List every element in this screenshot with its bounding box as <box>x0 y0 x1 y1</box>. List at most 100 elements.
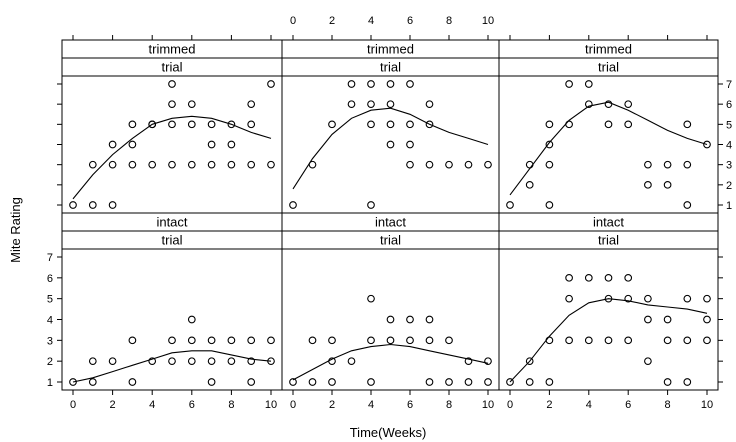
data-point <box>168 357 176 366</box>
data-point <box>464 160 473 169</box>
data-point <box>663 180 672 189</box>
data-point <box>227 160 236 169</box>
data-point <box>425 378 434 386</box>
data-point <box>247 120 256 129</box>
x-tick-label: 10 <box>265 399 277 411</box>
data-point <box>367 336 375 345</box>
data-point <box>247 357 256 366</box>
data-point <box>703 315 711 324</box>
data-point <box>445 336 453 345</box>
x-tick-label: 2 <box>329 399 335 411</box>
data-point <box>484 160 492 169</box>
strip-label: trial <box>598 233 619 248</box>
data-point <box>187 315 196 324</box>
y-tick-label: 4 <box>47 315 53 327</box>
panel-frame <box>498 248 719 391</box>
strip-label: trial <box>380 233 401 248</box>
data-point <box>148 160 157 169</box>
data-point <box>347 100 356 109</box>
data-point <box>644 315 652 324</box>
data-point <box>604 120 613 129</box>
panel-bottom-2: intact trial 0 2 4 6 8 10 <box>281 212 500 411</box>
smooth-curve <box>292 343 489 381</box>
data-point <box>69 378 77 386</box>
x-tick-label: 0 <box>70 399 76 411</box>
data-point <box>247 378 256 386</box>
data-point <box>168 80 176 88</box>
x-tick-label: 0 <box>507 399 513 411</box>
data-point <box>227 336 236 345</box>
data-point <box>406 120 414 129</box>
data-point <box>88 160 97 169</box>
data-point <box>624 336 633 345</box>
data-point <box>506 378 514 386</box>
data-point <box>267 357 275 366</box>
x-tick-label: 6 <box>189 399 195 411</box>
data-point <box>604 100 613 109</box>
data-point <box>386 315 395 324</box>
data-point <box>227 120 236 129</box>
data-point <box>683 120 692 129</box>
y-tick-label-right: 7 <box>726 79 732 91</box>
data-point <box>525 180 534 189</box>
data-point <box>406 336 414 345</box>
data-point <box>565 336 573 345</box>
x-tick-label-top: 0 <box>290 15 296 27</box>
data-point <box>445 160 453 169</box>
data-point <box>406 160 414 169</box>
data-point <box>565 294 573 303</box>
data-point <box>425 100 434 109</box>
data-point <box>328 378 336 386</box>
y-tick-label: 7 <box>47 252 53 264</box>
x-tick-label-top: 4 <box>368 15 374 27</box>
data-point <box>565 273 573 282</box>
strip-label: intact <box>156 215 187 230</box>
data-point <box>663 378 672 386</box>
data-point <box>168 336 176 345</box>
data-point <box>525 378 534 386</box>
data-point <box>207 336 216 345</box>
x-tick-label-top: 8 <box>446 15 452 27</box>
data-point <box>386 140 395 149</box>
data-point <box>584 273 593 282</box>
y-tick-label: 3 <box>47 335 53 347</box>
x-tick-label: 4 <box>149 399 155 411</box>
data-point <box>644 357 652 366</box>
y-tick-label-right: 4 <box>726 140 732 152</box>
strip-label: trial <box>162 233 183 248</box>
x-tick-label-top: 10 <box>482 15 494 27</box>
panel-bottom-3: intact trial 0 2 4 6 8 10 <box>498 212 723 411</box>
data-point <box>604 336 613 345</box>
smooth-curve <box>509 101 708 196</box>
data-point <box>584 336 593 345</box>
data-point <box>425 160 434 169</box>
data-point <box>148 120 157 129</box>
data-point <box>227 140 236 149</box>
data-point <box>267 336 275 345</box>
smooth-curve <box>292 107 489 190</box>
strip-label: trial <box>162 60 183 75</box>
y-tick-label-right: 1 <box>726 200 732 212</box>
y-tick-label: 2 <box>47 356 53 368</box>
data-point <box>207 140 216 149</box>
data-point <box>367 294 375 303</box>
data-point <box>683 294 692 303</box>
data-point <box>187 120 196 129</box>
data-point <box>545 378 554 386</box>
strip-label: trimmed <box>585 42 632 57</box>
data-point <box>289 378 297 386</box>
data-point <box>207 160 216 169</box>
data-point <box>545 140 554 149</box>
data-point <box>227 357 236 366</box>
data-point <box>683 378 692 386</box>
data-point <box>386 80 395 88</box>
data-point <box>128 378 137 386</box>
data-point <box>168 100 176 109</box>
data-point <box>367 201 375 209</box>
data-point <box>128 160 137 169</box>
smooth-curve <box>72 350 272 383</box>
data-point <box>683 336 692 345</box>
x-axis-label: Time(Weeks) <box>350 425 427 440</box>
data-point <box>328 336 336 345</box>
